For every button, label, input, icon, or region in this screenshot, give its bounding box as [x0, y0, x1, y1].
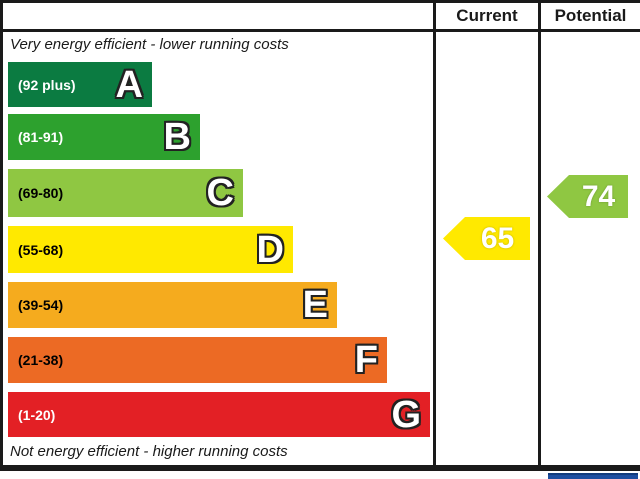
band-letter: D — [256, 228, 284, 271]
band-letter: F — [354, 339, 378, 381]
current-column-header: Current — [456, 6, 518, 25]
band-letter: G — [391, 393, 421, 436]
band-g: (1-20) G — [8, 392, 430, 437]
band-c: (69-80) C — [8, 169, 243, 217]
band-range-label: (21-38) — [18, 352, 64, 368]
table-border-top — [0, 0, 640, 3]
band-letter: A — [115, 63, 143, 106]
bottom-caption: Not energy efficient - higher running co… — [10, 443, 288, 460]
eu-directive-logo-partial — [548, 473, 638, 479]
band-f: (21-38) F — [8, 337, 387, 383]
band-b: (81-91) B — [8, 114, 200, 160]
current-column-divider — [433, 0, 436, 471]
band-range-label: (69-80) — [18, 185, 64, 201]
band-letter: C — [206, 172, 234, 214]
band-range-label: (1-20) — [18, 406, 56, 423]
band-e: (39-54) E — [8, 282, 337, 328]
band-range-label: (92 plus) — [18, 76, 76, 93]
band-d: (55-68) D — [8, 226, 293, 273]
band-range-label: (55-68) — [18, 241, 64, 258]
potential-column-divider — [538, 0, 541, 471]
top-caption: Very energy efficient - lower running co… — [10, 36, 289, 53]
potential-rating-value: 74 — [581, 179, 616, 213]
band-range-label: (81-91) — [18, 129, 64, 145]
current-rating-value: 65 — [480, 221, 515, 255]
table-border-left — [0, 0, 3, 471]
band-letter: B — [163, 116, 191, 158]
potential-rating-marker: 74 — [547, 175, 628, 218]
table-border-bottom — [0, 465, 640, 471]
band-a: (92 plus) A — [8, 62, 152, 107]
band-letter: E — [302, 284, 328, 326]
band-range-label: (39-54) — [18, 297, 64, 313]
potential-column-header: Potential — [554, 6, 627, 25]
header-separator-line — [0, 29, 640, 32]
current-rating-marker: 65 — [443, 217, 530, 260]
